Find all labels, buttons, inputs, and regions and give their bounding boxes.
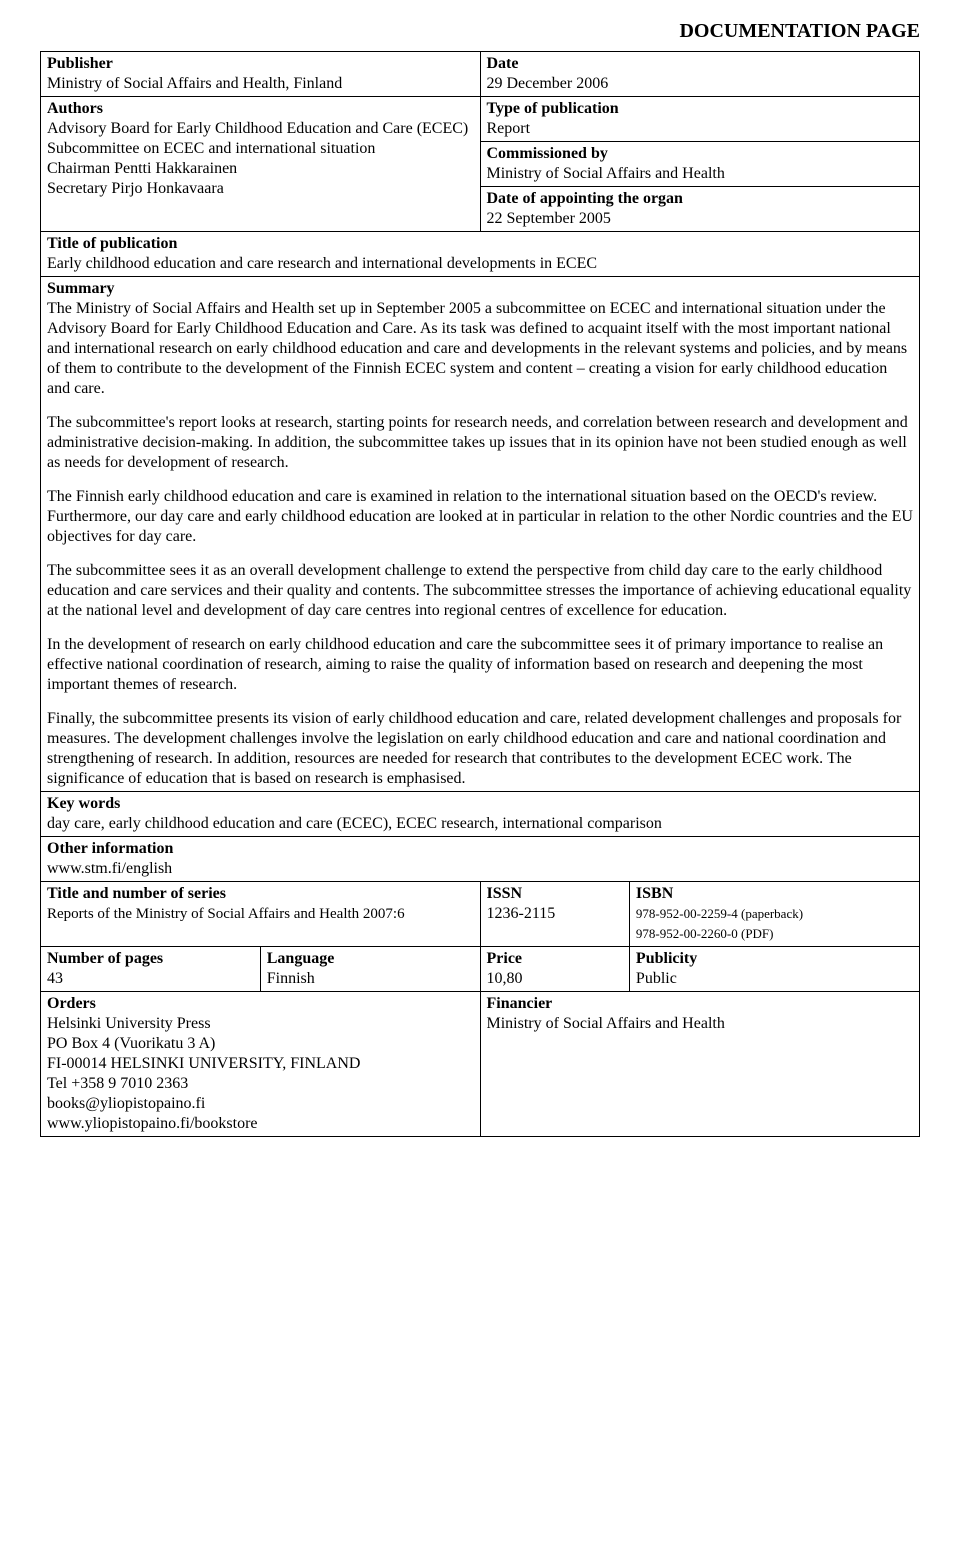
date-cell: Date 29 December 2006: [480, 52, 920, 97]
financier-label: Financier: [487, 995, 553, 1012]
series-label: Title and number of series: [47, 885, 226, 902]
titlepub-cell: Title of publication Early childhood edu…: [41, 232, 920, 277]
language-cell: Language Finnish: [260, 947, 480, 992]
keywords-label: Key words: [47, 795, 120, 812]
titlepub-value: Early childhood education and care resea…: [47, 255, 597, 272]
orders-line1: Helsinki University Press: [47, 1015, 211, 1032]
authors-line1: Advisory Board for Early Childhood Educa…: [47, 120, 468, 137]
date-label: Date: [487, 55, 519, 72]
date-value: 29 December 2006: [487, 75, 609, 92]
appointed-cell: Date of appointing the organ 22 Septembe…: [480, 187, 920, 232]
appointed-value: 22 September 2005: [487, 210, 611, 227]
isbn-value2: 978-952-00-2260-0 (PDF): [636, 926, 774, 941]
financier-cell: Financier Ministry of Social Affairs and…: [480, 992, 920, 1137]
otherinfo-cell: Other information www.stm.fi/english: [41, 837, 920, 882]
otherinfo-value: www.stm.fi/english: [47, 860, 172, 877]
page-title: DOCUMENTATION PAGE: [40, 20, 920, 43]
summary-p2: The subcommittee's report looks at resea…: [47, 413, 913, 473]
issn-cell: ISSN 1236-2115: [480, 882, 629, 947]
price-cell: Price 10,80: [480, 947, 629, 992]
pubtype-cell: Type of publication Report: [480, 97, 920, 142]
authors-line3: Chairman Pentti Hakkarainen: [47, 160, 237, 177]
publisher-label: Publisher: [47, 55, 113, 72]
issn-value: 1236-2115: [487, 905, 556, 922]
orders-line3: FI-00014 HELSINKI UNIVERSITY, FINLAND: [47, 1055, 360, 1072]
commissioned-value: Ministry of Social Affairs and Health: [487, 165, 725, 182]
keywords-value: day care, early childhood education and …: [47, 815, 662, 832]
financier-value: Ministry of Social Affairs and Health: [487, 1015, 725, 1032]
authors-line2: Subcommittee on ECEC and international s…: [47, 140, 375, 157]
summary-p5: In the development of research on early …: [47, 635, 913, 695]
pubtype-value: Report: [487, 120, 531, 137]
keywords-cell: Key words day care, early childhood educ…: [41, 792, 920, 837]
series-value: Reports of the Ministry of Social Affair…: [47, 906, 405, 922]
price-label: Price: [487, 950, 523, 967]
authors-line4: Secretary Pirjo Honkavaara: [47, 180, 224, 197]
summary-cell: Summary The Ministry of Social Affairs a…: [41, 277, 920, 792]
publisher-cell: Publisher Ministry of Social Affairs and…: [41, 52, 481, 97]
isbn-cell: ISBN 978-952-00-2259-4 (paperback) 978-9…: [629, 882, 919, 947]
orders-cell: Orders Helsinki University Press PO Box …: [41, 992, 481, 1137]
authors-cell: Authors Advisory Board for Early Childho…: [41, 97, 481, 232]
commissioned-label: Commissioned by: [487, 145, 608, 162]
orders-line2: PO Box 4 (Vuorikatu 3 A): [47, 1035, 215, 1052]
otherinfo-label: Other information: [47, 840, 173, 857]
language-label: Language: [267, 950, 335, 967]
series-cell: Title and number of series Reports of th…: [41, 882, 481, 947]
price-value: 10,80: [487, 970, 523, 987]
commissioned-cell: Commissioned by Ministry of Social Affai…: [480, 142, 920, 187]
summary-p1: The Ministry of Social Affairs and Healt…: [47, 299, 913, 399]
summary-p4: The subcommittee sees it as an overall d…: [47, 561, 913, 621]
pages-label: Number of pages: [47, 950, 163, 967]
orders-line4: Tel +358 9 7010 2363: [47, 1075, 188, 1092]
appointed-label: Date of appointing the organ: [487, 190, 683, 207]
issn-label: ISSN: [487, 885, 523, 902]
documentation-table: Publisher Ministry of Social Affairs and…: [40, 51, 920, 1137]
publisher-value: Ministry of Social Affairs and Health, F…: [47, 75, 342, 92]
summary-p3: The Finnish early childhood education an…: [47, 487, 913, 547]
titlepub-label: Title of publication: [47, 235, 177, 252]
isbn-value1: 978-952-00-2259-4 (paperback): [636, 906, 803, 921]
summary-p6: Finally, the subcommittee presents its v…: [47, 709, 913, 789]
summary-label: Summary: [47, 280, 115, 297]
orders-line5: books@yliopistopaino.fi: [47, 1095, 205, 1112]
orders-label: Orders: [47, 995, 96, 1012]
pages-value: 43: [47, 970, 63, 987]
publicity-cell: Publicity Public: [629, 947, 919, 992]
authors-label: Authors: [47, 100, 103, 117]
publicity-value: Public: [636, 970, 677, 987]
pages-cell: Number of pages 43: [41, 947, 261, 992]
orders-line6: www.yliopistopaino.fi/bookstore: [47, 1115, 258, 1132]
isbn-label: ISBN: [636, 885, 673, 902]
pubtype-label: Type of publication: [487, 100, 619, 117]
publicity-label: Publicity: [636, 950, 697, 967]
language-value: Finnish: [267, 970, 315, 987]
